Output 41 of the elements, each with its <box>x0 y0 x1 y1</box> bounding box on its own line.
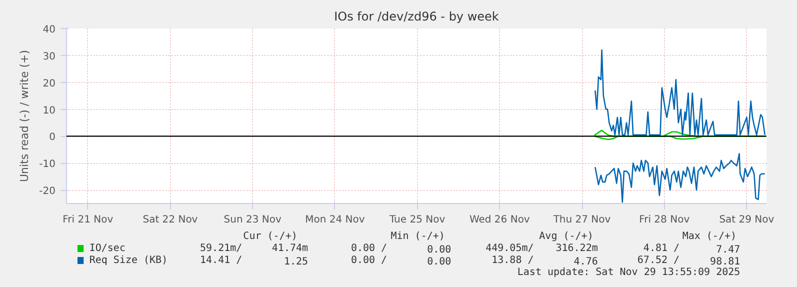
y-tick-label: 10 <box>42 105 56 116</box>
text: 7.47 <box>716 244 740 256</box>
y-tick-label: -20 <box>39 186 56 198</box>
y-axis-title: Units read (-) / write (+) <box>18 50 32 182</box>
y-tick-label: 0 <box>49 132 56 144</box>
x-tick-label: Sat 29 Nov <box>719 214 774 226</box>
y-tick-label: 20 <box>42 78 56 90</box>
text: 0.00 / <box>350 255 388 266</box>
y-tick-label: 30 <box>42 51 56 62</box>
x-tick-label: Thu 27 Nov <box>552 214 611 226</box>
text: 67.52 / <box>637 255 680 266</box>
text: 13.88 / <box>492 255 534 266</box>
text: 1.25 <box>284 256 308 268</box>
text: Last update: Sat Nov 29 13:55:09 2025 <box>517 267 740 278</box>
text: 316.22m <box>556 243 598 254</box>
x-tick-label: Fri 28 Nov <box>639 214 690 226</box>
text: 0.00 / <box>350 243 388 254</box>
x-tick-label: Fri 21 Nov <box>62 214 114 226</box>
legend-label: Req Size (KB) <box>89 255 168 266</box>
x-tick-label: Mon 24 Nov <box>305 214 365 226</box>
text: 59.21m/ <box>200 243 242 254</box>
x-tick-label: Wed 26 Nov <box>469 214 530 226</box>
text: Avg (-/+) <box>539 231 594 242</box>
text: 4.81 / <box>643 243 680 254</box>
text: 14.41 / <box>200 255 242 266</box>
chart-title: IOs for /dev/zd96 - by week <box>334 10 499 24</box>
y-tick-label: -10 <box>39 159 56 170</box>
text: Cur (-/+) <box>243 231 298 242</box>
text: 0.00 <box>427 256 452 268</box>
text: Max (-/+) <box>682 231 737 242</box>
text: Min (-/+) <box>390 231 445 242</box>
x-tick-label: Sun 23 Nov <box>224 214 282 226</box>
text: 4.76 <box>574 256 598 268</box>
text: 41.74m <box>272 243 308 254</box>
x-tick-label: Sat 22 Nov <box>142 214 198 226</box>
text: 98.81 <box>710 256 740 268</box>
text: 0.00 <box>427 244 452 256</box>
y-tick-label: 40 <box>42 24 56 36</box>
text: 449.05m/ <box>486 243 534 254</box>
x-tick-label: Tue 25 Nov <box>388 214 446 226</box>
legend-label: IO/sec <box>89 243 126 254</box>
